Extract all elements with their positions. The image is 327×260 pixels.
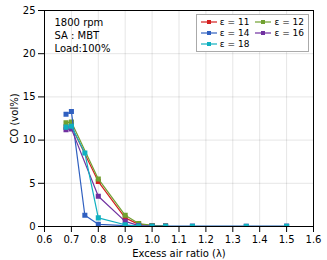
- svg-text:0.6: 0.6: [37, 234, 53, 245]
- svg-text:5: 5: [29, 178, 35, 189]
- html-text:ε = 14: ε = 14: [219, 28, 250, 38]
- svg-text:0.9: 0.9: [117, 234, 133, 245]
- svg-text:15: 15: [23, 91, 36, 102]
- svg-text:0: 0: [29, 221, 35, 232]
- html-text:ε = 12: ε = 12: [274, 17, 304, 27]
- svg-text:25: 25: [23, 5, 36, 16]
- svg-text:1.1: 1.1: [171, 234, 187, 245]
- html-text:ε = 16: ε = 16: [274, 28, 304, 38]
- svg-text:0.8: 0.8: [90, 234, 106, 245]
- svg-text:1.6: 1.6: [306, 234, 322, 245]
- svg-text:CO (vol%): CO (vol%): [9, 93, 20, 143]
- svg-text:1.4: 1.4: [252, 234, 268, 245]
- svg-text:0.7: 0.7: [63, 234, 79, 245]
- svg-text:Excess air ratio (λ): Excess air ratio (λ): [132, 248, 226, 259]
- svg-text:10: 10: [23, 134, 36, 145]
- svg-text:1.5: 1.5: [279, 234, 295, 245]
- svg-text:1800 rpmSA : MBTLoad:100%: 1800 rpmSA : MBTLoad:100%: [55, 17, 111, 54]
- svg-text:1.3: 1.3: [225, 234, 241, 245]
- svg-text:20: 20: [23, 48, 36, 59]
- svg-text:1.2: 1.2: [198, 234, 214, 245]
- svg-text:1.0: 1.0: [144, 234, 160, 245]
- html-text:ε = 11: ε = 11: [219, 17, 250, 27]
- html-text:ε = 18: ε = 18: [219, 39, 250, 49]
